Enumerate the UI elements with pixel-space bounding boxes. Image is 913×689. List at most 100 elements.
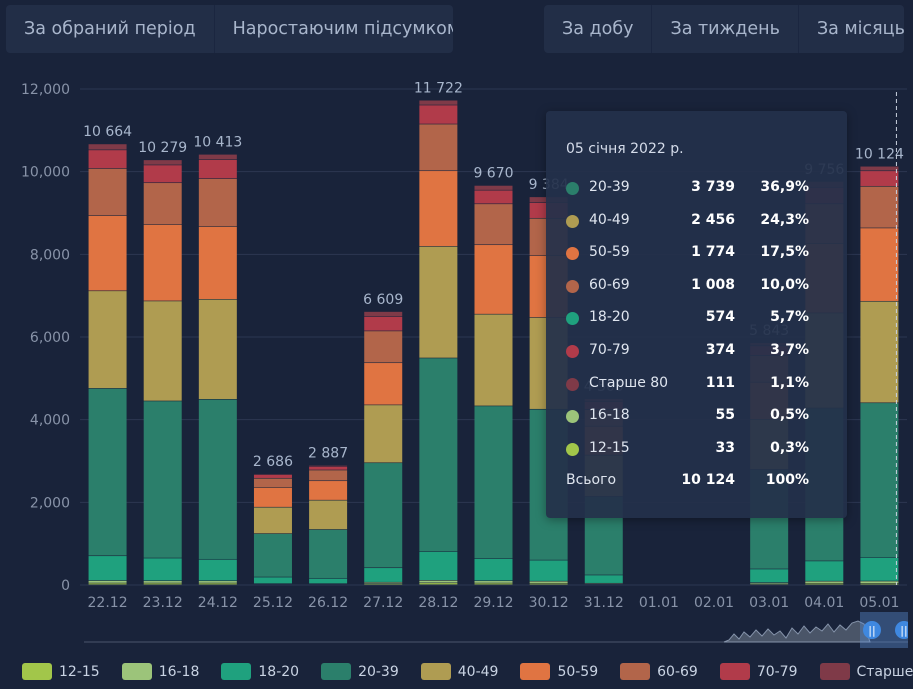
bar-segment[interactable] [860,301,899,403]
bar-segment[interactable] [419,551,458,581]
bar-segment[interactable] [860,228,899,301]
bar-segment[interactable] [529,583,568,585]
bar-segment[interactable] [805,583,844,585]
bar-segment[interactable] [88,168,127,216]
legend-item[interactable]: Старше 80 [819,663,913,680]
legend-item[interactable]: 20-39 [321,663,399,680]
bar-segment[interactable] [198,226,237,299]
bar-segment[interactable] [474,581,513,583]
bar-segment[interactable] [419,105,458,124]
bar-segment[interactable] [419,100,458,105]
bar-segment[interactable] [860,403,899,558]
bar-segment[interactable] [253,577,292,584]
bar-segment[interactable] [309,481,348,500]
bar-segment[interactable] [529,581,568,583]
bar-segment[interactable] [860,186,899,228]
bar-segment[interactable] [143,583,182,585]
bar-segment[interactable] [419,580,458,583]
bar-segment[interactable] [143,401,182,558]
bar-segment[interactable] [198,581,237,583]
bar-segment[interactable] [143,301,182,401]
bar-segment[interactable] [253,533,292,577]
bar-segment[interactable] [419,171,458,247]
navigator-right-handle[interactable] [895,621,908,639]
bar-segment[interactable] [419,358,458,552]
bar-segment[interactable] [860,557,899,581]
bar-segment[interactable] [198,559,237,581]
bar-segment[interactable] [805,581,844,583]
bar-segment[interactable] [474,314,513,406]
bar-segment[interactable] [88,583,127,585]
bar-segment[interactable] [88,556,127,581]
bar-segment[interactable] [419,124,458,171]
tab-daily[interactable]: За добу [544,5,653,53]
bar-segment[interactable] [253,478,292,488]
bar-segment[interactable] [143,160,182,165]
bar-segment[interactable] [860,581,899,584]
bar-segment[interactable] [143,183,182,225]
bar-segment[interactable] [750,569,789,583]
bar-segment[interactable] [88,291,127,389]
range-navigator[interactable]: || || [84,612,908,649]
bar-segment[interactable] [309,500,348,530]
bar-segment[interactable] [88,144,127,150]
bar-segment[interactable] [143,558,182,581]
bar-segment[interactable] [143,165,182,183]
navigator-left-handle[interactable] [863,621,881,639]
legend-item[interactable]: 12-15 [22,663,100,680]
bar-segment[interactable] [364,405,403,463]
bar-segment[interactable] [474,245,513,314]
bar-segment[interactable] [419,583,458,585]
bar-segment[interactable] [584,575,623,583]
bar-segment[interactable] [750,582,789,584]
bar-segment[interactable] [253,474,292,478]
bar-segment[interactable] [88,580,127,583]
bar-segment[interactable] [364,316,403,331]
legend-item[interactable]: 50-59 [520,663,598,680]
legend-item[interactable]: 40-49 [420,663,498,680]
legend-item[interactable]: 70-79 [719,663,798,680]
bar-segment[interactable] [474,185,513,190]
bar-segment[interactable] [88,388,127,556]
tab-selected-period[interactable]: За обраний період [6,5,215,53]
bar-segment[interactable] [364,331,403,363]
bar-segment[interactable] [198,299,237,400]
tab-monthly[interactable]: За місяць [816,19,904,39]
bar-segment[interactable] [474,558,513,581]
bar-segment[interactable] [419,246,458,358]
bar-segment[interactable] [198,178,237,227]
bar-segment[interactable] [253,507,292,534]
bar-segment[interactable] [198,583,237,585]
bar-segment[interactable] [474,204,513,245]
bar-segment[interactable] [253,487,292,507]
legend-item[interactable]: 16-18 [121,663,199,680]
bar-segment[interactable] [860,171,899,186]
bar-segment[interactable] [474,190,513,204]
bar-segment[interactable] [860,583,899,585]
tab-weekly[interactable]: За тиждень [652,5,799,53]
bar-segment[interactable] [198,159,237,179]
bar-segment[interactable] [364,463,403,568]
tab-cumulative[interactable]: Наростаючим підсумком [232,19,453,39]
bar-segment[interactable] [143,224,182,301]
bar-segment[interactable] [88,150,127,169]
bar-segment[interactable] [309,470,348,481]
bar-segment[interactable] [88,215,127,291]
bar-segment[interactable] [364,311,403,317]
legend-item[interactable]: 60-69 [620,663,698,680]
bar-segment[interactable] [364,363,403,405]
bar-segment[interactable] [474,406,513,559]
bar-segment[interactable] [143,581,182,583]
bar-segment[interactable] [198,399,237,559]
bar-segment[interactable] [805,561,844,581]
bar-segment[interactable] [198,154,237,160]
bar-segment[interactable] [860,166,899,171]
bar-segment[interactable] [309,529,348,578]
bar-segment[interactable] [529,560,568,581]
legend-item[interactable]: 18-20 [221,663,299,680]
bar-segment[interactable] [364,582,403,584]
bar-segment[interactable] [309,466,348,470]
bar-segment[interactable] [309,578,348,584]
bar-segment[interactable] [364,568,403,582]
bar-segment[interactable] [474,583,513,585]
